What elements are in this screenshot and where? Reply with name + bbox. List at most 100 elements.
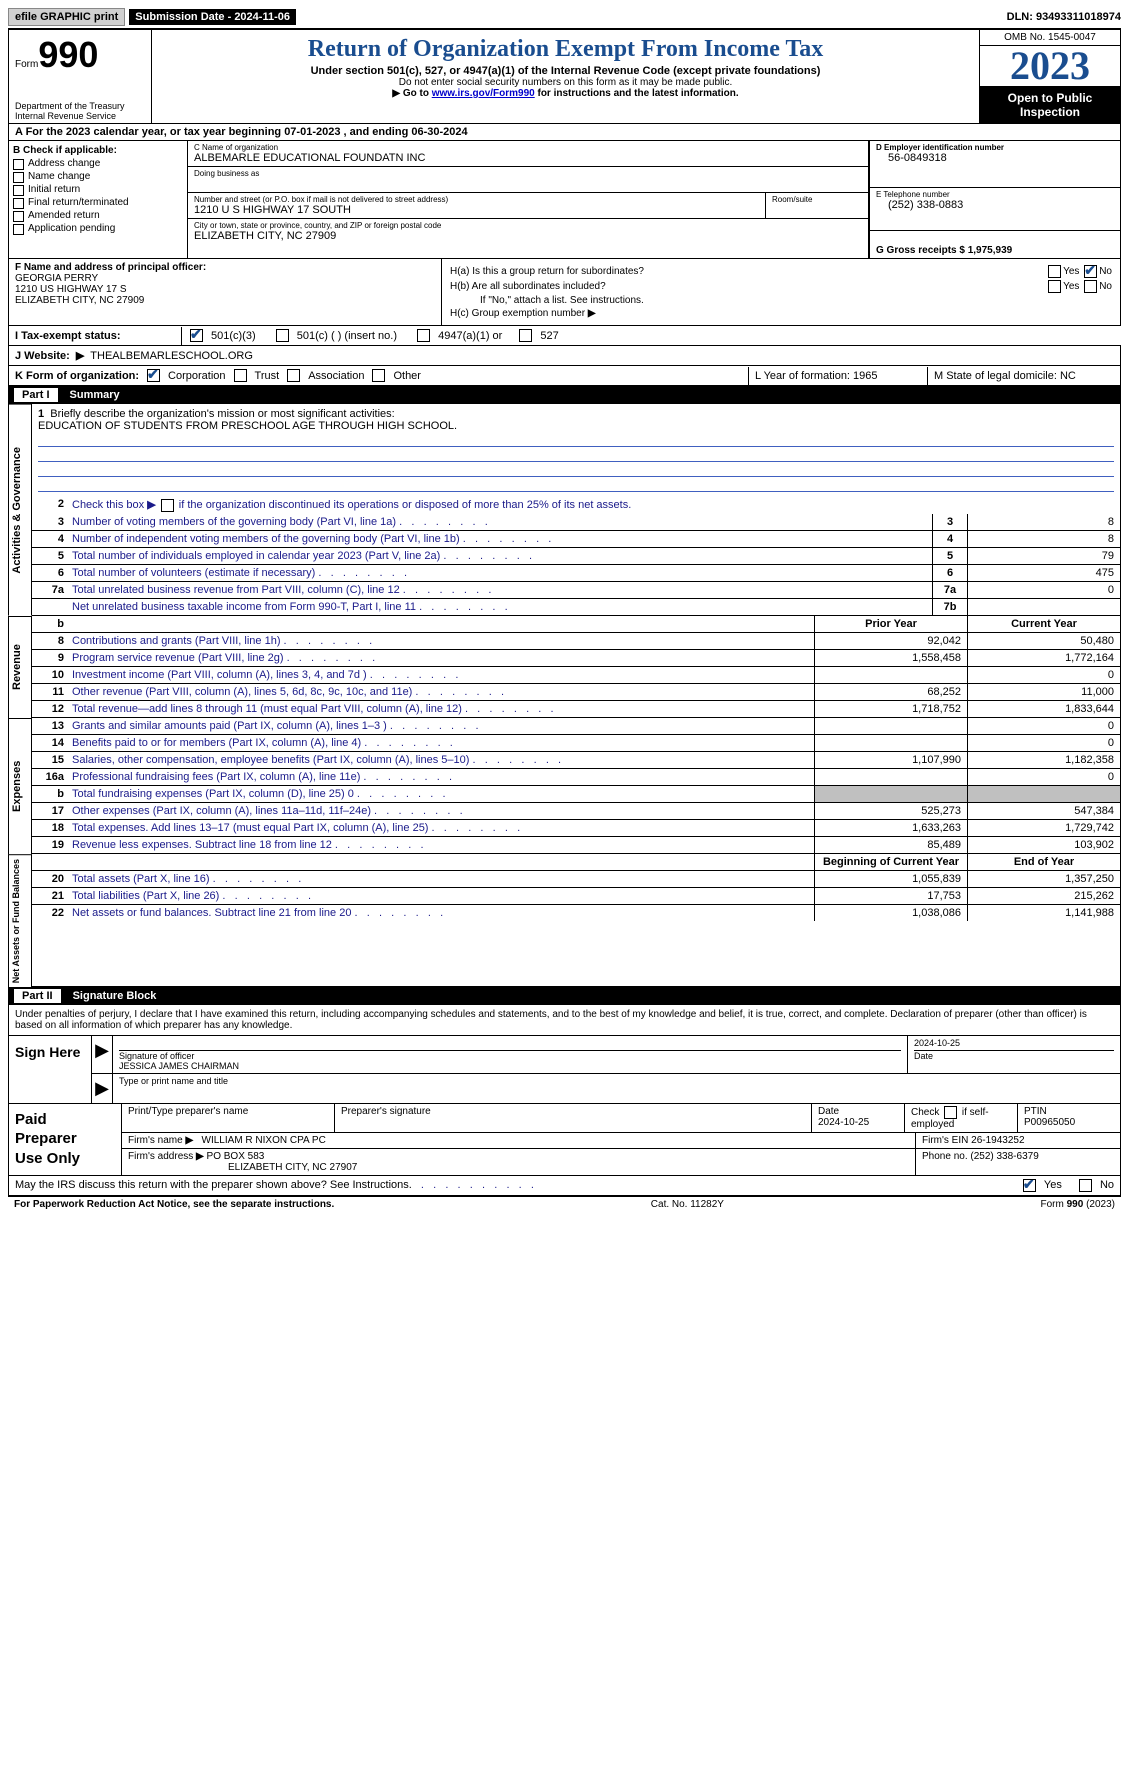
paid-preparer-lbl: PaidPreparerUse Only — [9, 1104, 122, 1175]
submission-date-label: Submission Date - 2024-11-06 — [129, 9, 296, 25]
table-row: 18Total expenses. Add lines 13–17 (must … — [32, 820, 1120, 837]
firm-name-val: WILLIAM R NIXON CPA PC — [202, 1135, 326, 1146]
table-row: 20Total assets (Part X, line 16)1,055,83… — [32, 871, 1120, 888]
irs-link[interactable]: www.irs.gov/Form990 — [432, 88, 535, 99]
firm-phone: Phone no. (252) 338-6379 — [916, 1149, 1120, 1175]
cb-discontinued[interactable] — [161, 499, 174, 512]
lbl-app-pending: Application pending — [28, 223, 115, 234]
form-header: Form990 Department of the TreasuryIntern… — [8, 30, 1121, 124]
cb-527[interactable] — [519, 329, 532, 342]
discuss-no[interactable] — [1079, 1179, 1092, 1192]
header-middle: Return of Organization Exempt From Incom… — [152, 30, 980, 123]
form-word: Form — [15, 59, 38, 70]
cb-final-return[interactable] — [13, 198, 24, 209]
no-lbl: No — [1099, 266, 1112, 277]
table-row: 8Contributions and grants (Part VIII, li… — [32, 633, 1120, 650]
lbl-amended: Amended return — [28, 210, 100, 221]
firm-name-lbl: Firm's name — [128, 1135, 183, 1146]
ptin-val: P00965050 — [1024, 1117, 1075, 1128]
cb-initial-return[interactable] — [13, 185, 24, 196]
section-revenue: Revenue b Prior Year Current Year 8Contr… — [8, 616, 1121, 718]
row-l: L Year of formation: 1965 — [748, 367, 921, 385]
website-val: THEALBEMARLESCHOOL.ORG — [90, 350, 253, 362]
form-org-lbl: K Form of organization: — [15, 370, 139, 382]
hb-note: If "No," attach a list. See instructions… — [450, 295, 1112, 306]
officer-addr2: ELIZABETH CITY, NC 27909 — [15, 295, 144, 306]
discuss-text: May the IRS discuss this return with the… — [15, 1179, 412, 1191]
hc-lbl: H(c) Group exemption number ▶ — [450, 308, 1112, 319]
ssn-note: Do not enter social security numbers on … — [158, 77, 973, 88]
footer-right: Form 990 (2023) — [1041, 1199, 1115, 1210]
sig-officer-lbl: Signature of officer — [119, 1051, 194, 1061]
sign-here-block: Sign Here ▶ Signature of officerJESSICA … — [8, 1036, 1121, 1104]
ha-no[interactable] — [1084, 265, 1097, 278]
row-i: I Tax-exempt status: 501(c)(3) 501(c) ( … — [8, 326, 1121, 346]
lbl-address-change: Address change — [28, 158, 100, 169]
current-year-hdr: Current Year — [967, 616, 1120, 632]
goto-post: for instructions and the latest informat… — [535, 88, 739, 99]
cb-address-change[interactable] — [13, 159, 24, 170]
gross-receipts: G Gross receipts $ 1,975,939 — [876, 245, 1012, 256]
part2-header: Part II Signature Block — [8, 987, 1121, 1005]
table-row: 7aTotal unrelated business revenue from … — [32, 582, 1120, 599]
cb-assoc[interactable] — [287, 369, 300, 382]
cb-501c3[interactable] — [190, 329, 203, 342]
prep-date-lbl: Date — [818, 1106, 839, 1117]
arrow-icon: ▶ — [76, 349, 84, 362]
cb-trust[interactable] — [234, 369, 247, 382]
table-row: 22Net assets or fund balances. Subtract … — [32, 905, 1120, 921]
page-footer: For Paperwork Reduction Act Notice, see … — [8, 1196, 1121, 1212]
table-row: 4Number of independent voting members of… — [32, 531, 1120, 548]
lbl-name-change: Name change — [28, 171, 90, 182]
cb-amended[interactable] — [13, 211, 24, 222]
table-row: 3Number of voting members of the governi… — [32, 514, 1120, 531]
efile-print-button[interactable]: efile GRAPHIC print — [8, 8, 125, 26]
box-c: C Name of organizationALBEMARLE EDUCATIO… — [188, 141, 1120, 258]
officer-lbl: F Name and address of principal officer: — [15, 262, 206, 273]
org-name: ALBEMARLE EDUCATIONAL FOUNDATN INC — [194, 152, 862, 164]
q1-text: Briefly describe the organization's miss… — [50, 408, 394, 420]
mission-text: EDUCATION OF STUDENTS FROM PRESCHOOL AGE… — [38, 420, 457, 432]
header-left: Form990 Department of the TreasuryIntern… — [9, 30, 152, 123]
no-lbl2: No — [1099, 281, 1112, 292]
sign-arrow-icon: ▶ — [92, 1036, 113, 1073]
lbl-final-return: Final return/terminated — [28, 197, 129, 208]
cb-app-pending[interactable] — [13, 224, 24, 235]
prep-sig-lbl: Preparer's signature — [335, 1104, 812, 1132]
form-number: 990 — [38, 34, 98, 75]
begin-year-hdr: Beginning of Current Year — [814, 854, 967, 870]
table-row: 6Total number of volunteers (estimate if… — [32, 565, 1120, 582]
goto-pre: Go to — [403, 88, 432, 99]
table-row: 5Total number of individuals employed in… — [32, 548, 1120, 565]
lbl-assoc: Association — [308, 370, 364, 382]
arrow-icon: ▶ — [392, 88, 402, 99]
col-b-hdr: b — [32, 616, 68, 632]
vtab-governance: Activities & Governance — [8, 404, 32, 616]
box-b-header: B Check if applicable: — [13, 145, 183, 156]
discuss-yes[interactable] — [1023, 1179, 1036, 1192]
hb-no[interactable] — [1084, 280, 1097, 293]
ha-yes[interactable] — [1048, 265, 1061, 278]
open-inspection-label: Open to Public Inspection — [980, 86, 1120, 123]
hb-yes[interactable] — [1048, 280, 1061, 293]
entity-grid: B Check if applicable: Address change Na… — [8, 141, 1121, 259]
lbl-corp: Corporation — [168, 370, 225, 382]
cb-other[interactable] — [372, 369, 385, 382]
row-a-tax-year: A For the 2023 calendar year, or tax yea… — [8, 124, 1121, 141]
tax-year: 2023 — [980, 46, 1120, 86]
phone-val: (252) 338-0883 — [876, 199, 1114, 211]
cb-name-change[interactable] — [13, 172, 24, 183]
cb-self-employed[interactable] — [944, 1106, 957, 1119]
goto-note: ▶ Go to www.irs.gov/Form990 for instruct… — [158, 88, 973, 99]
discuss-no-lbl: No — [1100, 1179, 1114, 1191]
prep-selfemp: Check if self-employed — [905, 1104, 1018, 1132]
ein-lbl: D Employer identification number — [876, 143, 1114, 152]
cb-corp[interactable] — [147, 369, 160, 382]
firm-addr-lbl: Firm's address — [128, 1151, 193, 1162]
section-net-assets: Net Assets or Fund Balances Beginning of… — [8, 854, 1121, 987]
table-row: 13Grants and similar amounts paid (Part … — [32, 718, 1120, 735]
cb-4947[interactable] — [417, 329, 430, 342]
yes-lbl: Yes — [1063, 266, 1079, 277]
footer-mid: Cat. No. 11282Y — [651, 1199, 724, 1210]
cb-501c[interactable] — [276, 329, 289, 342]
